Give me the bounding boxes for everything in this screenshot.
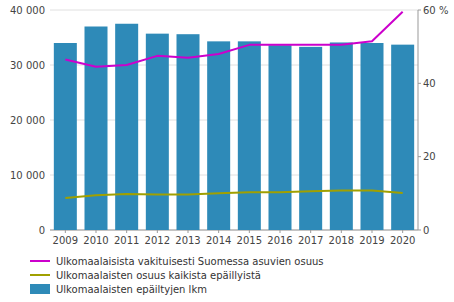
x-tick (280, 230, 281, 233)
x-tick-label: 2010 (83, 235, 108, 246)
bar (85, 27, 108, 231)
bar (269, 45, 292, 230)
x-tick-label: 2019 (359, 235, 384, 246)
chart: 0 10 000 20 000 30 000 40 000 0 20 40 60 % 2009 20… (0, 0, 454, 302)
x-tick (218, 230, 219, 233)
bar (177, 34, 200, 230)
y2-tick-label: 0 (423, 225, 429, 236)
legend-label: Ulkomaalaisten osuus kaikista epäillyist… (56, 270, 261, 281)
bar (115, 24, 138, 230)
legend-swatch (30, 284, 50, 294)
x-tick (96, 230, 97, 233)
legend-label: Ulkomaalaisista vakituisesti Suomessa as… (56, 256, 324, 267)
x-tick-label: 2012 (145, 235, 170, 246)
x-tick (341, 230, 342, 233)
y-tick-label: 0 (39, 225, 45, 236)
bar (146, 34, 169, 230)
bar (238, 41, 261, 230)
x-tick (126, 230, 127, 233)
x-tick-label: 2014 (206, 235, 231, 246)
x-tick-label: 2016 (267, 235, 292, 246)
data (54, 12, 414, 230)
x-tick (249, 230, 250, 233)
x-tick-label: 2009 (53, 235, 78, 246)
grid-line (50, 10, 418, 11)
x-tick (65, 230, 66, 233)
y2-tick (418, 230, 421, 231)
y2-tick (418, 156, 421, 157)
y-tick-label: 10 000 (10, 170, 45, 181)
bar (54, 43, 77, 230)
x-tick (402, 230, 403, 233)
y-tick-label: 20 000 (10, 115, 45, 126)
y2-tick (418, 83, 421, 84)
x-tick (188, 230, 189, 233)
x-tick-label: 2013 (175, 235, 200, 246)
bar (207, 41, 230, 230)
y-tick-label: 40 000 (10, 5, 45, 16)
y2-tick-label: 40 (423, 78, 436, 89)
legend-swatch (30, 260, 50, 262)
x-tick-label: 2020 (390, 235, 415, 246)
line (65, 12, 402, 67)
x-tick-label: 2017 (298, 235, 323, 246)
bar (330, 42, 353, 230)
legend-label: Ulkomaalaisten epäiltyjen lkm (56, 284, 207, 295)
x-tick-label: 2015 (237, 235, 262, 246)
axes: 0 10 000 20 000 30 000 40 000 0 20 40 60 % 2009 20… (10, 5, 448, 247)
bar (361, 43, 384, 230)
x-tick (372, 230, 373, 233)
y2-tick-label: 60 % (423, 5, 448, 16)
legend: Ulkomaalaisista vakituisesti Suomessa as… (30, 256, 324, 295)
legend-swatch (30, 274, 50, 276)
y-tick-label: 30 000 (10, 60, 45, 71)
y2-axis-line (418, 10, 419, 230)
bar (299, 47, 322, 230)
x-tick (157, 230, 158, 233)
y2-tick-label: 20 (423, 151, 436, 162)
y2-tick (418, 10, 421, 11)
bar (391, 45, 414, 230)
line (65, 190, 402, 198)
x-tick (310, 230, 311, 233)
x-tick-label: 2011 (114, 235, 139, 246)
x-tick-label: 2018 (329, 235, 354, 246)
